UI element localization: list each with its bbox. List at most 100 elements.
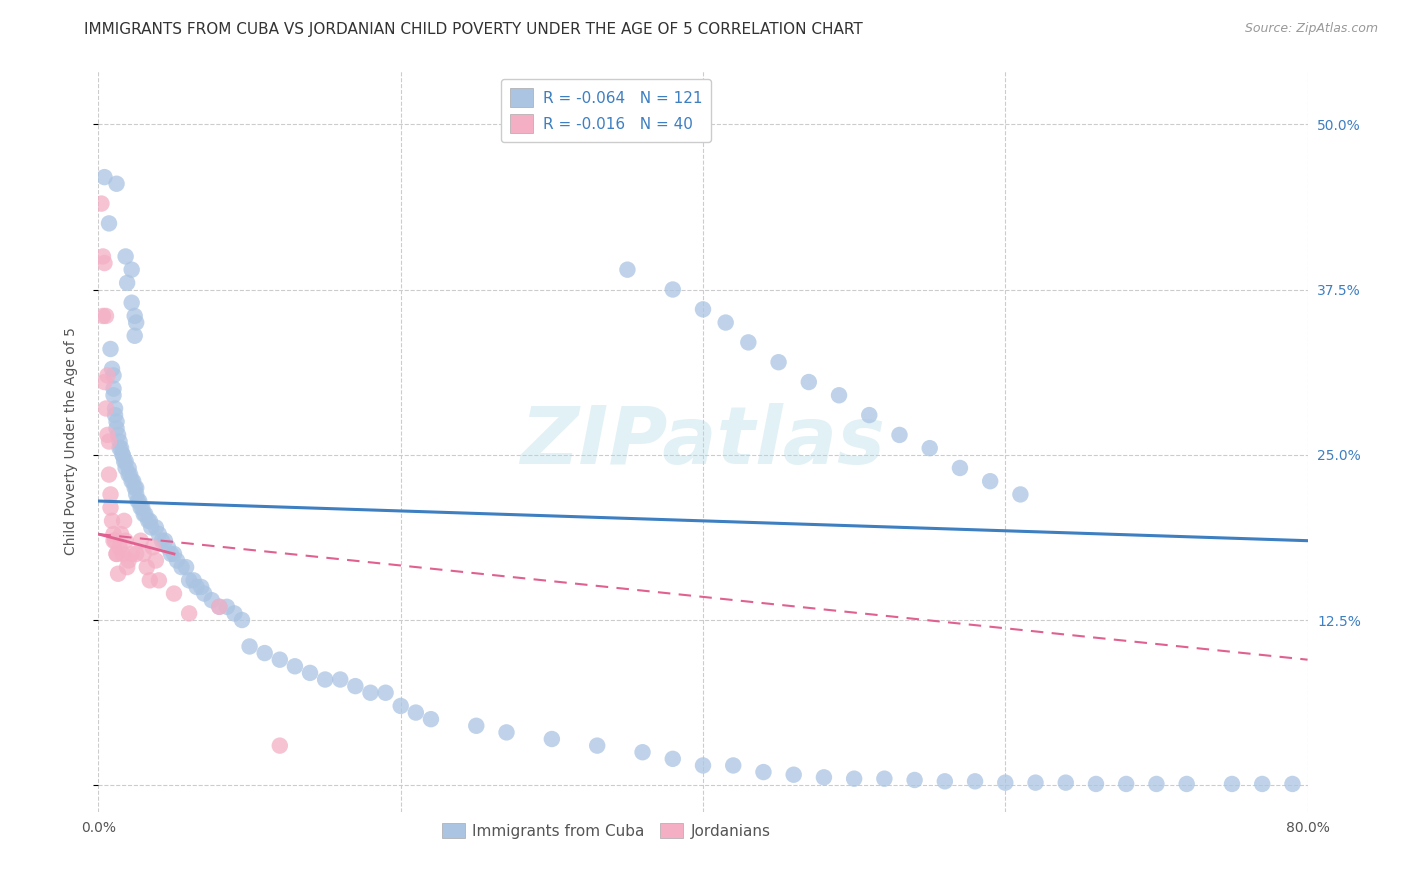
Point: [139, 514, 162, 528]
Point: [166, 553, 188, 567]
Point: [93, 375, 115, 389]
Point: [112, 514, 135, 528]
Point: [111, 448, 134, 462]
Point: [93, 170, 115, 185]
Point: [131, 500, 153, 515]
Point: [110, 527, 132, 541]
Text: Source: ZipAtlas.com: Source: ZipAtlas.com: [1244, 22, 1378, 36]
Point: [193, 586, 215, 600]
Point: [100, 500, 122, 515]
Point: [1175, 777, 1198, 791]
Point: [94, 401, 117, 416]
Point: [208, 599, 231, 614]
Point: [994, 775, 1017, 789]
Point: [201, 593, 224, 607]
Point: [105, 415, 128, 429]
Point: [768, 355, 790, 369]
Point: [186, 580, 208, 594]
Point: [153, 533, 176, 548]
Point: [1144, 777, 1167, 791]
Point: [190, 580, 212, 594]
Point: [918, 441, 941, 455]
Point: [107, 428, 129, 442]
Point: [208, 599, 231, 614]
Point: [420, 712, 443, 726]
Point: [661, 752, 683, 766]
Point: [103, 533, 125, 548]
Text: IMMIGRANTS FROM CUBA VS JORDANIAN CHILD POVERTY UNDER THE AGE OF 5 CORRELATION C: IMMIGRANTS FROM CUBA VS JORDANIAN CHILD …: [84, 22, 863, 37]
Point: [103, 368, 125, 383]
Point: [100, 487, 122, 501]
Point: [979, 474, 1001, 488]
Point: [96, 368, 118, 383]
Point: [904, 772, 927, 787]
Point: [360, 686, 382, 700]
Point: [105, 177, 128, 191]
Point: [96, 428, 118, 442]
Point: [148, 574, 170, 588]
Point: [163, 586, 186, 600]
Point: [103, 388, 125, 402]
Point: [124, 481, 146, 495]
Point: [723, 758, 745, 772]
Point: [114, 454, 136, 468]
Point: [118, 553, 141, 567]
Point: [105, 547, 128, 561]
Point: [1024, 775, 1046, 789]
Point: [179, 607, 201, 621]
Point: [844, 772, 866, 786]
Point: [105, 547, 128, 561]
Point: [121, 547, 143, 561]
Point: [145, 520, 167, 534]
Point: [124, 309, 146, 323]
Point: [129, 533, 152, 548]
Point: [231, 613, 253, 627]
Point: [115, 276, 138, 290]
Point: [828, 388, 851, 402]
Point: [224, 607, 246, 621]
Point: [98, 434, 121, 449]
Point: [873, 772, 896, 786]
Point: [108, 541, 131, 555]
Point: [934, 774, 956, 789]
Point: [329, 673, 352, 687]
Point: [160, 547, 183, 561]
Point: [179, 574, 201, 588]
Point: [129, 500, 152, 515]
Point: [1085, 777, 1108, 791]
Point: [1010, 487, 1032, 501]
Point: [389, 698, 412, 713]
Point: [127, 494, 149, 508]
Point: [150, 533, 173, 548]
Point: [103, 527, 125, 541]
Point: [405, 706, 427, 720]
Point: [586, 739, 609, 753]
Point: [132, 547, 155, 561]
Point: [111, 448, 134, 462]
Point: [148, 527, 170, 541]
Point: [114, 461, 136, 475]
Point: [540, 731, 562, 746]
Point: [752, 765, 775, 780]
Point: [104, 408, 127, 422]
Point: [145, 553, 167, 567]
Point: [104, 401, 127, 416]
Point: [183, 574, 205, 588]
Point: [299, 665, 322, 680]
Point: [110, 441, 132, 455]
Point: [616, 262, 638, 277]
Legend: Immigrants from Cuba, Jordanians: Immigrants from Cuba, Jordanians: [436, 816, 776, 845]
Point: [170, 560, 193, 574]
Text: ZIPatlas: ZIPatlas: [520, 402, 886, 481]
Point: [105, 421, 128, 435]
Point: [135, 560, 157, 574]
Point: [661, 283, 683, 297]
Point: [797, 375, 820, 389]
Point: [269, 653, 291, 667]
Point: [114, 250, 136, 264]
Y-axis label: Child Poverty Under the Age of 5: Child Poverty Under the Age of 5: [63, 327, 77, 556]
Point: [121, 262, 143, 277]
Point: [134, 508, 156, 522]
Point: [813, 770, 835, 784]
Point: [692, 758, 714, 772]
